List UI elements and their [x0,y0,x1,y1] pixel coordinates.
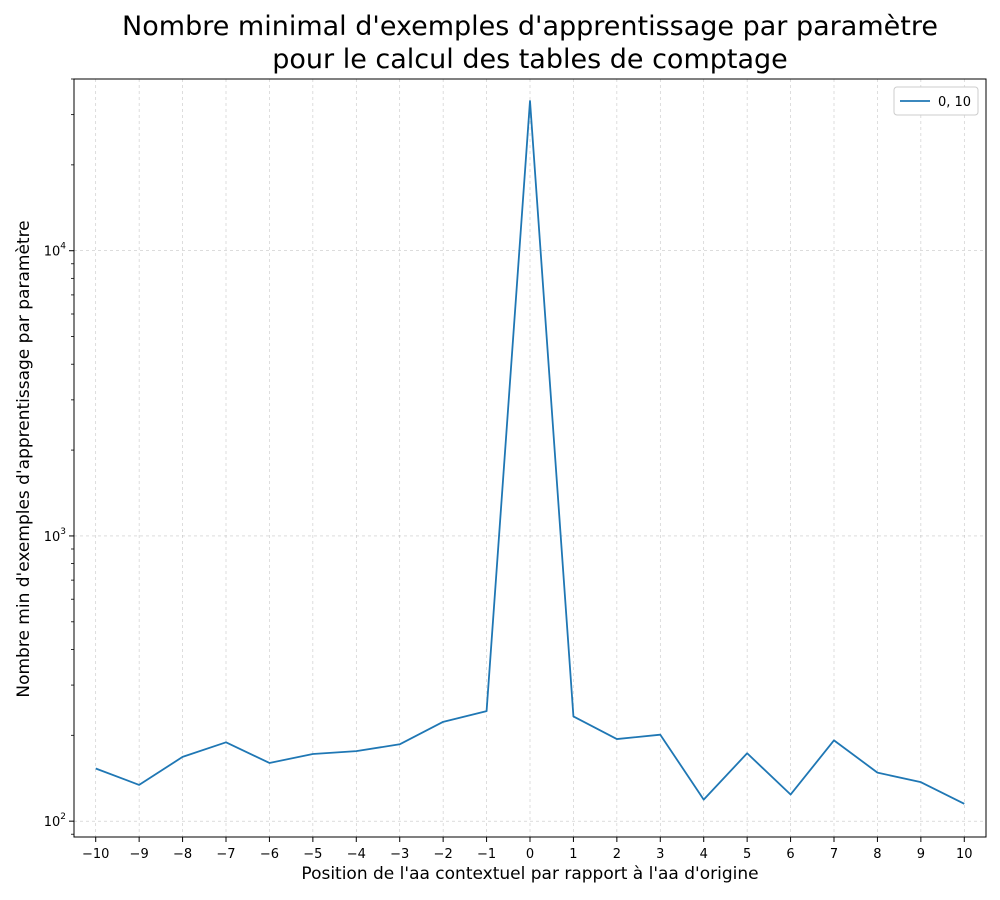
x-tick-label: −10 [82,847,109,862]
legend-label: 0, 10 [938,95,971,110]
chart-title-line-2: pour le calcul des tables de comptage [272,44,788,75]
axes-layer: −10 −9 −8 −7 −6 −5 −4 −3 −2 −1 0 1 2 3 4 5 6 7 8 9 101021031… [44,78,987,862]
legend-box [893,86,979,116]
grid-lines [74,79,986,837]
x-tick-label: −6 [260,847,279,862]
x-tick-label: 0 [526,847,534,862]
x-tick-label: −8 [173,847,192,862]
x-tick-label: 9 [917,847,925,862]
x-tick-label: −5 [303,847,322,862]
y-tick-label: 104 [44,242,67,260]
x-tick-label: −4 [347,847,366,862]
x-tick-label: −3 [390,847,409,862]
x-tick-label: −9 [130,847,149,862]
x-tick-label: 6 [786,847,794,862]
x-axis-label: Position de l'aa contextuel par rapport … [301,864,759,884]
x-tick-label: 1 [569,847,577,862]
x-tick-label: 4 [700,847,708,862]
series-layer [95,100,965,805]
chart-title: Nombre minimal d'exemples d'apprentissag… [74,10,986,76]
x-tick-label: 8 [873,847,881,862]
x-tick-label: 5 [743,847,751,862]
x-tick-label: 7 [830,847,838,862]
x-tick-label: −2 [434,847,453,862]
y-axis-label: Nombre min d'exemples d'apprentissage pa… [14,220,34,697]
legend: 0, 10 [893,86,979,116]
y-tick-label: 103 [44,527,66,545]
y-tick-label: 102 [44,812,66,830]
x-tick-label: −1 [477,847,496,862]
x-tick-label: 2 [613,847,621,862]
x-tick-label: −7 [216,847,235,862]
chart-title-line-1: Nombre minimal d'exemples d'apprentissag… [122,11,938,42]
x-tick-label: 3 [656,847,664,862]
x-tick-label: 10 [956,847,973,862]
